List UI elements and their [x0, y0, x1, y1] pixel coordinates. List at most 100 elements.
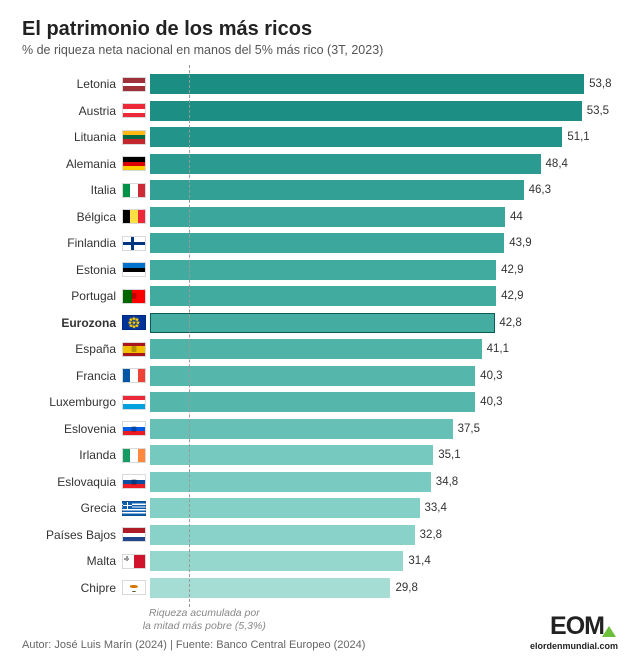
bar-value: 40,3	[480, 370, 502, 382]
bar-value: 29,8	[395, 582, 417, 594]
country-label: Eslovenia	[22, 422, 122, 436]
bar-row: Eslovenia 37,5	[22, 416, 618, 443]
country-label: Finlandia	[22, 236, 122, 250]
bar: 51,1	[150, 127, 562, 147]
bar-area: 46,3	[150, 180, 618, 200]
bar-value: 37,5	[458, 423, 480, 435]
bar-value: 44	[510, 211, 523, 223]
flag-icon	[122, 342, 146, 357]
bar-area: 37,5	[150, 419, 618, 439]
bar-row: Chipre 29,8	[22, 575, 618, 602]
bar: 42,9	[150, 260, 496, 280]
bar: 40,3	[150, 392, 475, 412]
flag-icon	[122, 209, 146, 224]
country-label: Malta	[22, 554, 122, 568]
flag-icon	[122, 130, 146, 145]
bar-area: 53,8	[150, 74, 618, 94]
bar-value: 41,1	[487, 343, 509, 355]
bar-value: 31,4	[408, 555, 430, 567]
country-label: Portugal	[22, 289, 122, 303]
bar-row: Austria 53,5	[22, 98, 618, 125]
bar-area: 33,4	[150, 498, 618, 518]
bar: 37,5	[150, 419, 453, 439]
country-label: Países Bajos	[22, 528, 122, 542]
flag-icon	[122, 156, 146, 171]
bar-row: Irlanda 35,1	[22, 442, 618, 469]
bar-area: 40,3	[150, 392, 618, 412]
bar: 40,3	[150, 366, 475, 386]
bar-row: Letonia 53,8	[22, 71, 618, 98]
chart-subtitle: % de riqueza neta nacional en manos del …	[22, 43, 618, 57]
country-label: Italia	[22, 183, 122, 197]
bar-area: 32,8	[150, 525, 618, 545]
country-label: Francia	[22, 369, 122, 383]
bar-value: 51,1	[567, 131, 589, 143]
bar-row: Malta 31,4	[22, 548, 618, 575]
bar-value: 33,4	[425, 502, 447, 514]
country-label: España	[22, 342, 122, 356]
country-label: Bélgica	[22, 210, 122, 224]
bar-area: 34,8	[150, 472, 618, 492]
bar-value: 48,4	[546, 158, 568, 170]
bar: 31,4	[150, 551, 403, 571]
source-logo: EOM elordenmundial.com	[530, 612, 618, 651]
bar: 43,9	[150, 233, 504, 253]
flag-icon	[122, 262, 146, 277]
bar-row: Lituania 51,1	[22, 124, 618, 151]
bar-area: 53,5	[150, 101, 618, 121]
country-label: Letonia	[22, 77, 122, 91]
bar: 33,4	[150, 498, 420, 518]
bar-area: 31,4	[150, 551, 618, 571]
flag-icon	[122, 289, 146, 304]
flag-icon	[122, 580, 146, 595]
bar: 35,1	[150, 445, 433, 465]
bar-value: 32,8	[420, 529, 442, 541]
bar-row: España 41,1	[22, 336, 618, 363]
chart-title: El patrimonio de los más ricos	[22, 18, 618, 41]
country-label: Lituania	[22, 130, 122, 144]
country-label: Grecia	[22, 501, 122, 515]
logo-text: EOM	[550, 612, 604, 641]
flag-icon	[122, 236, 146, 251]
flag-icon	[122, 554, 146, 569]
bar: 34,8	[150, 472, 431, 492]
bar-area: 42,9	[150, 286, 618, 306]
bar: 41,1	[150, 339, 482, 359]
flag-icon	[122, 474, 146, 489]
bar-value: 42,8	[499, 317, 521, 329]
bar: 44	[150, 207, 505, 227]
country-label: Irlanda	[22, 448, 122, 462]
country-label: Luxemburgo	[22, 395, 122, 409]
bar-area: 41,1	[150, 339, 618, 359]
bar-value: 43,9	[509, 237, 531, 249]
bar-row: Alemania 48,4	[22, 151, 618, 178]
bar-area: 40,3	[150, 366, 618, 386]
bar: 53,5	[150, 101, 582, 121]
bar-value: 40,3	[480, 396, 502, 408]
flag-icon	[122, 448, 146, 463]
bar: 48,4	[150, 154, 541, 174]
bar-row: Países Bajos 32,8	[22, 522, 618, 549]
bar-value: 46,3	[529, 184, 551, 196]
country-label: Austria	[22, 104, 122, 118]
bar-area: 48,4	[150, 154, 618, 174]
bar: 42,8	[150, 313, 495, 333]
bar: 42,9	[150, 286, 496, 306]
bar-area: 43,9	[150, 233, 618, 253]
country-label: Eslovaquia	[22, 475, 122, 489]
country-label: Alemania	[22, 157, 122, 171]
bar-value: 53,8	[589, 78, 611, 90]
bar-value: 35,1	[438, 449, 460, 461]
flag-icon	[122, 183, 146, 198]
bar-area: 42,9	[150, 260, 618, 280]
bar-row: Francia 40,3	[22, 363, 618, 390]
flag-icon	[122, 77, 146, 92]
bar-area: 44	[150, 207, 618, 227]
country-label: Chipre	[22, 581, 122, 595]
bar-row: Eurozona42,8	[22, 310, 618, 337]
bar-area: 29,8	[150, 578, 618, 598]
bar-row: Portugal 42,9	[22, 283, 618, 310]
flag-icon	[122, 527, 146, 542]
bar-chart: Letonia 53,8 Austria 53,5 Lituania 51,1 Aleman…	[22, 71, 618, 601]
flag-icon	[122, 395, 146, 410]
